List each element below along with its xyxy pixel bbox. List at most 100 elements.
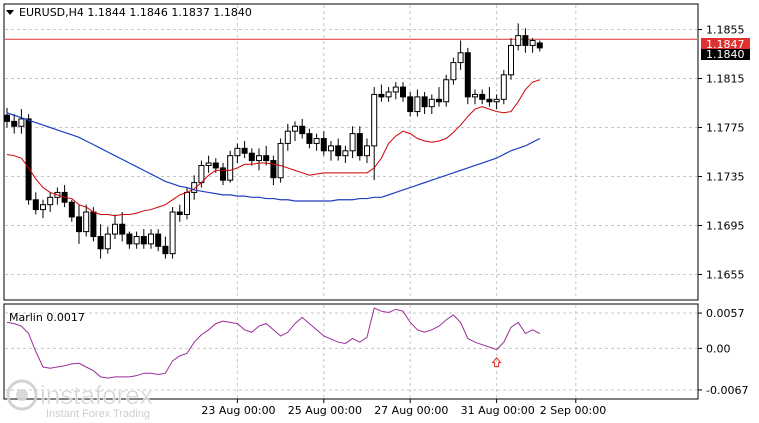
y-tick-label: 1.1695 [706,220,745,233]
candle-body [378,93,385,98]
candle-body [479,93,486,100]
candle-body [436,98,442,103]
x-tick-label: 25 Aug 00:00 [288,404,362,417]
candle-body [392,86,399,93]
y-tick-label: 1.1775 [706,122,745,135]
candle-body [119,223,126,235]
candle-body [385,91,392,98]
candle-body [234,147,241,157]
y-tick-label: 1.1735 [706,171,745,184]
candle-body [428,98,435,108]
candle-body [313,138,320,144]
x-tick-label: 27 Aug 00:00 [374,404,448,417]
candle-body [486,98,493,103]
candle-body [522,35,529,46]
candle-body [328,145,334,152]
indicator-tick-label: 0.0057 [706,307,745,320]
last-price-tag [701,49,750,60]
candle-body [133,236,140,245]
candle-body [256,155,262,162]
candle-body [11,120,18,127]
up-arrow-icon [491,356,502,368]
candle-body [464,52,471,98]
candle-body [306,133,313,144]
candle-body [18,118,25,127]
x-tick-label: 2 Sep 00:00 [540,404,606,417]
candle-body [421,96,428,108]
candle-body [414,96,421,113]
candle-body [500,74,507,100]
candle-body [508,44,514,76]
y-tick-label: 1.1655 [706,269,745,282]
candle-body [457,52,464,64]
oscillator [6,307,541,379]
candle-body [25,118,32,201]
instaforex-logo: instaforex Instant Forex Trading [6,379,153,420]
candle-body [169,211,176,255]
candle-body [205,162,212,166]
candle-body [342,150,349,157]
candle-body [68,201,75,218]
candle-body [191,182,198,193]
candle-body [270,160,277,179]
candle-body [83,211,90,233]
candle-body [162,245,169,255]
candle-body [277,142,284,179]
y-tick-label: 1.1815 [706,73,745,86]
candle-body [32,199,39,211]
dropdown-triangle-icon[interactable] [6,10,14,15]
symbol-info: EURUSD,H4 1.1844 1.1846 1.1837 1.1840 [19,6,252,19]
candle-body [126,233,133,245]
indicator-label: Marlin 0.0017 [9,311,85,324]
indicator-tick-label: 0.00 [706,342,731,355]
candle-body [148,233,154,245]
candle-body [450,62,457,81]
moving-averages [6,79,541,217]
candle-body [284,130,291,144]
fast-moving-average [6,79,540,217]
hline-price-tag [701,38,750,51]
watermark-brand: instaforex [40,380,153,410]
candle-body [97,236,104,250]
y-tick-label: 1.1855 [706,24,745,37]
candle-body [536,42,543,49]
time-axis: 23 Aug 00:00 25 Aug 00:00 27 Aug 00:00 31 A… [201,399,606,417]
candle-body [320,138,327,152]
indicator-axis: 0.0057 0.00 -0.0067 [698,307,748,397]
main-pane [3,3,699,301]
candle-body [263,155,270,162]
candle-body [212,162,219,169]
candle-body [40,204,46,211]
watermark-tagline: Instant Forex Trading [46,408,150,420]
candle-body [4,114,10,122]
candle-body [299,125,306,135]
marlin-line [6,307,541,379]
x-tick-label: 31 Aug 00:00 [461,404,535,417]
candle-body [407,96,414,113]
candle-body [371,93,378,147]
candle-body [356,133,363,157]
candle-body [112,223,118,235]
candle-body [493,98,500,103]
candle-body [292,125,298,132]
candle-body [227,155,234,181]
candle-body [335,145,342,157]
candle-body [76,216,82,233]
candle-body [443,79,450,103]
last-price-label: 1.1840 [706,48,745,61]
candle-body [90,211,97,238]
candle-body [220,167,226,181]
candle-body [248,152,255,162]
candle-body [529,40,536,46]
indicator-tick-label: -0.0067 [706,384,748,397]
candle-body [155,233,162,247]
hline-price-label: 1.1847 [706,38,745,51]
indicator-pane [3,303,699,400]
candle-body [140,236,147,245]
candle-body [198,164,205,184]
candle-body [184,191,190,215]
x-tick-label: 23 Aug 00:00 [201,404,275,417]
slow-moving-average [6,112,541,202]
candle-body [241,147,248,154]
